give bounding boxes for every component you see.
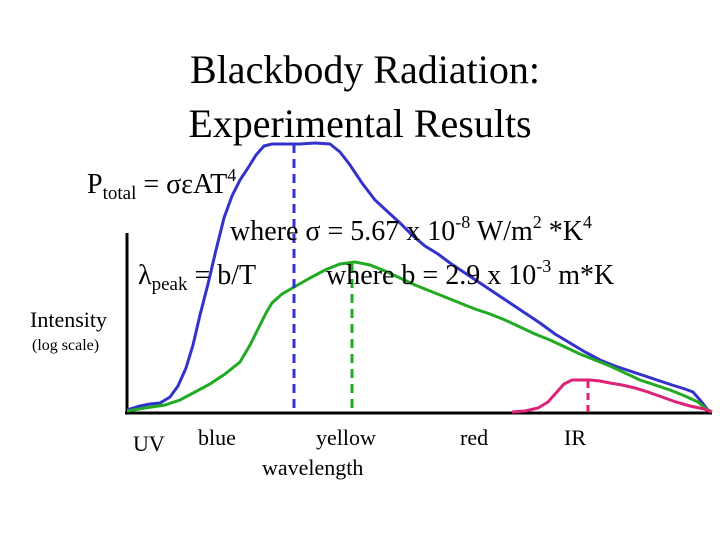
- y-axis-label: Intensity: [30, 307, 107, 332]
- wien-sub: peak: [152, 274, 188, 295]
- sigma-unit-1: W/m: [470, 216, 533, 247]
- band-label-blue: blue: [198, 425, 236, 450]
- band-label-red: red: [460, 425, 488, 450]
- sigma-unit-exp-2: 4: [583, 212, 592, 232]
- sigma-unit-exp-1: 2: [533, 212, 542, 232]
- stefan-rhs: = σεAT: [136, 169, 227, 200]
- wien-constant: where b = 2.9 x 10-3 m*K: [326, 256, 614, 291]
- band-label-yellow: yellow: [316, 425, 376, 450]
- stefan-sub: total: [103, 183, 137, 204]
- stefan-lhs: P: [87, 169, 103, 200]
- wien-law-equation: λpeak = b/T: [138, 260, 256, 295]
- title-line-2: Experimental Results: [188, 101, 531, 146]
- wien-lhs: λ: [138, 260, 152, 291]
- b-unit: m*K: [551, 260, 614, 291]
- b-exp: -3: [536, 256, 551, 276]
- x-axis-label: wavelength: [262, 455, 363, 480]
- sigma-constant: where σ = 5.67 x 10-8 W/m2 *K4: [230, 212, 592, 247]
- hot-curve: [126, 141, 710, 412]
- stefan-sup: 4: [227, 165, 236, 185]
- sigma-text: where σ = 5.67 x 10: [230, 216, 455, 247]
- cool-curve: [511, 378, 713, 414]
- band-label-ir: IR: [564, 425, 586, 450]
- band-label-uv: UV: [133, 431, 165, 456]
- sigma-unit-2: *K: [542, 216, 583, 247]
- wien-rhs: = b/T: [187, 260, 256, 291]
- stefan-boltzmann-equation: Ptotal = σεAT4: [87, 165, 236, 204]
- y-axis-sublabel: (log scale): [32, 337, 99, 354]
- medium-curve: [126, 260, 713, 414]
- sigma-exp: -8: [455, 212, 470, 232]
- title-line-1: Blackbody Radiation:: [190, 47, 540, 92]
- b-text: where b = 2.9 x 10: [326, 260, 536, 291]
